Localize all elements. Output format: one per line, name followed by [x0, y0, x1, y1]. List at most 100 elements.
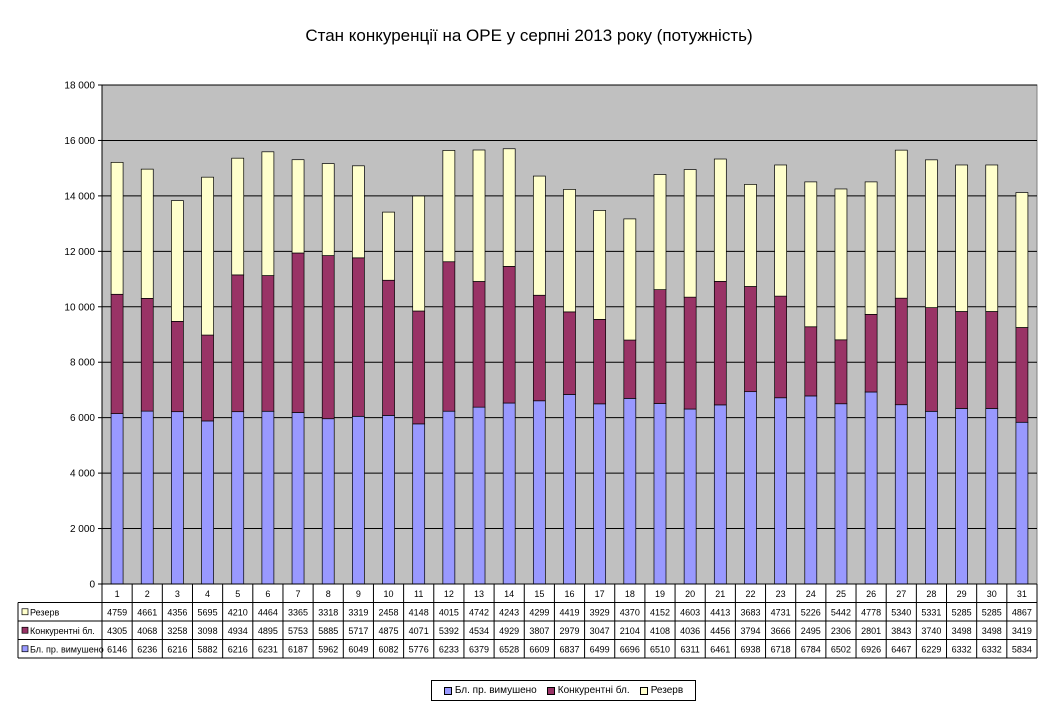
table-cell: 6467: [891, 645, 911, 655]
bar-segment: [352, 415, 365, 585]
bar-segment: [955, 408, 968, 585]
bar-segment: [804, 395, 818, 585]
table-cell: 4243: [499, 608, 519, 618]
bar-segment: [894, 297, 908, 406]
table-cell: 6938: [740, 645, 760, 655]
bar-segment: [834, 403, 848, 585]
table-cell: 4731: [771, 608, 791, 618]
bar-segment: [955, 311, 968, 409]
legend-item: Резерв: [639, 685, 683, 696]
x-tick-label: 3: [175, 589, 180, 599]
table-cell: 5717: [348, 626, 368, 636]
bar-segment: [201, 334, 214, 422]
bar-segment: [140, 298, 154, 412]
bar-segment: [502, 402, 516, 585]
table-cell: 5226: [801, 608, 821, 618]
bar-segment: [804, 326, 818, 397]
x-tick-label: 14: [504, 589, 514, 599]
table-cell: 3258: [167, 626, 187, 636]
table-cell: 3098: [198, 626, 218, 636]
table-cell: 5442: [831, 608, 851, 618]
table-cell: 3365: [288, 608, 308, 618]
y-tick-label: 8 000: [70, 358, 95, 369]
table-cell: 6049: [348, 645, 368, 655]
legend: Бл. пр. вимушено Конкурентні бл. Резерв: [431, 680, 696, 701]
table-cell: 6499: [590, 645, 610, 655]
y-tick-label: 6 000: [70, 413, 95, 424]
y-tick-label: 12 000: [64, 247, 95, 258]
table-cell: 6837: [559, 645, 579, 655]
table-cell: 6332: [982, 645, 1002, 655]
table-cell: 6332: [952, 645, 972, 655]
x-tick-label: 23: [776, 589, 786, 599]
bar-segment: [834, 339, 848, 405]
table-cell: 5834: [1012, 645, 1032, 655]
table-row-swatch: [21, 626, 29, 634]
x-tick-label: 7: [296, 589, 301, 599]
x-tick-label: 28: [926, 589, 936, 599]
bar-segment: [442, 410, 456, 585]
bar-segment: [864, 181, 878, 315]
bar-segment: [321, 255, 335, 420]
table-cell: 4356: [167, 608, 187, 618]
bar-segment: [985, 164, 999, 312]
bar-segment: [593, 210, 607, 320]
table-cell: 5285: [952, 608, 972, 618]
x-tick-label: 25: [836, 589, 846, 599]
x-tick-label: 22: [745, 589, 755, 599]
table-cell: 5753: [288, 626, 308, 636]
table-cell: 4867: [1012, 608, 1032, 618]
table-cell: 3807: [529, 626, 549, 636]
x-tick-label: 13: [474, 589, 484, 599]
table-cell: 4895: [258, 626, 278, 636]
table-cell: 6229: [921, 645, 941, 655]
table-cell: 5331: [921, 608, 941, 618]
x-tick-label: 20: [685, 589, 695, 599]
bar-segment: [502, 266, 516, 404]
bar-segment: [623, 218, 637, 341]
bar-segment: [834, 188, 848, 341]
bar-segment: [261, 275, 275, 412]
bar-segment: [171, 200, 184, 322]
table-cell: 6216: [167, 645, 187, 655]
table-cell: 4742: [469, 608, 489, 618]
bar-segment: [653, 289, 667, 404]
table-row-label: Бл. пр. вимушено: [30, 645, 104, 655]
bar-segment: [713, 281, 727, 406]
y-tick-label: 18 000: [64, 81, 95, 92]
bar-segment: [321, 163, 335, 256]
bar-segment: [713, 158, 727, 282]
bar-segment: [140, 410, 154, 585]
table-cell: 3419: [1012, 626, 1032, 636]
bar-segment: [804, 181, 818, 328]
table-cell: 5962: [318, 645, 338, 655]
table-cell: 4068: [137, 626, 157, 636]
table-cell: 5340: [891, 608, 911, 618]
bar-segment: [985, 408, 999, 585]
bar-segment: [110, 161, 124, 295]
table-cell: 4603: [680, 608, 700, 618]
bar-segment: [382, 415, 395, 585]
x-tick-label: 30: [987, 589, 997, 599]
bar-segment: [683, 296, 697, 410]
table-cell: 4152: [650, 608, 670, 618]
bar-segment: [1015, 327, 1029, 423]
x-tick-label: 18: [625, 589, 635, 599]
legend-label: Бл. пр. вимушено: [454, 685, 537, 696]
bar-segment: [110, 413, 124, 585]
bar-segment: [352, 257, 365, 417]
x-tick-label: 9: [356, 589, 361, 599]
table-cell: 4413: [710, 608, 730, 618]
table-cell: 2495: [801, 626, 821, 636]
table-cell: 6311: [680, 645, 699, 655]
x-tick-label: 17: [595, 589, 605, 599]
table-cell: 3318: [318, 608, 338, 618]
table-cell: 6784: [801, 645, 821, 655]
table-cell: 6461: [710, 645, 730, 655]
table-cell: 3666: [771, 626, 791, 636]
bar-segment: [291, 159, 305, 254]
bar-segment: [532, 175, 546, 296]
x-tick-label: 11: [414, 589, 423, 599]
x-tick-label: 1: [115, 589, 120, 599]
bar-segment: [563, 311, 576, 395]
